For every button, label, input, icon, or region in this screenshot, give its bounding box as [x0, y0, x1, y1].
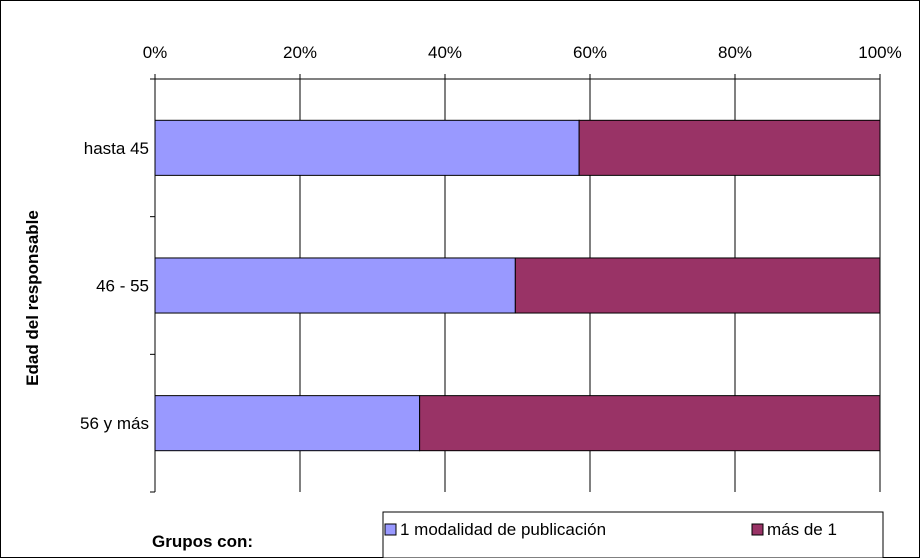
y-axis-title: Edad del responsable — [23, 210, 42, 386]
legend-swatch — [751, 523, 764, 536]
bar-segment — [154, 395, 421, 452]
bars — [154, 119, 881, 452]
bar-segment — [419, 395, 881, 452]
legend-title: Grupos con: — [152, 532, 253, 551]
y-tick-label: hasta 45 — [84, 139, 149, 158]
y-tick-labels: hasta 45 46 - 55 56 y más — [80, 139, 149, 433]
legend-label: 1 modalidad de publicación — [400, 520, 606, 539]
y-tick-label: 46 - 55 — [96, 277, 149, 296]
bar-segment — [154, 119, 580, 176]
legend: 1 modalidad de publicación más de 1 — [382, 511, 884, 558]
bar-segment — [514, 257, 881, 314]
bar-segment — [154, 257, 516, 314]
x-tick-label: 60% — [573, 43, 607, 62]
legend-swatch — [384, 523, 397, 536]
x-tick-label: 80% — [718, 43, 752, 62]
bar-segment — [578, 119, 881, 176]
x-tick-label: 100% — [858, 43, 901, 62]
x-tick-labels: 0% 20% 40% 60% 80% 100% — [143, 43, 902, 62]
y-tick-label: 56 y más — [80, 414, 149, 433]
axes — [150, 74, 881, 493]
x-tick-label: 40% — [428, 43, 462, 62]
legend-box — [382, 511, 884, 558]
x-tick-label: 20% — [283, 43, 317, 62]
legend-label: más de 1 — [767, 520, 837, 539]
x-tick-label: 0% — [143, 43, 168, 62]
